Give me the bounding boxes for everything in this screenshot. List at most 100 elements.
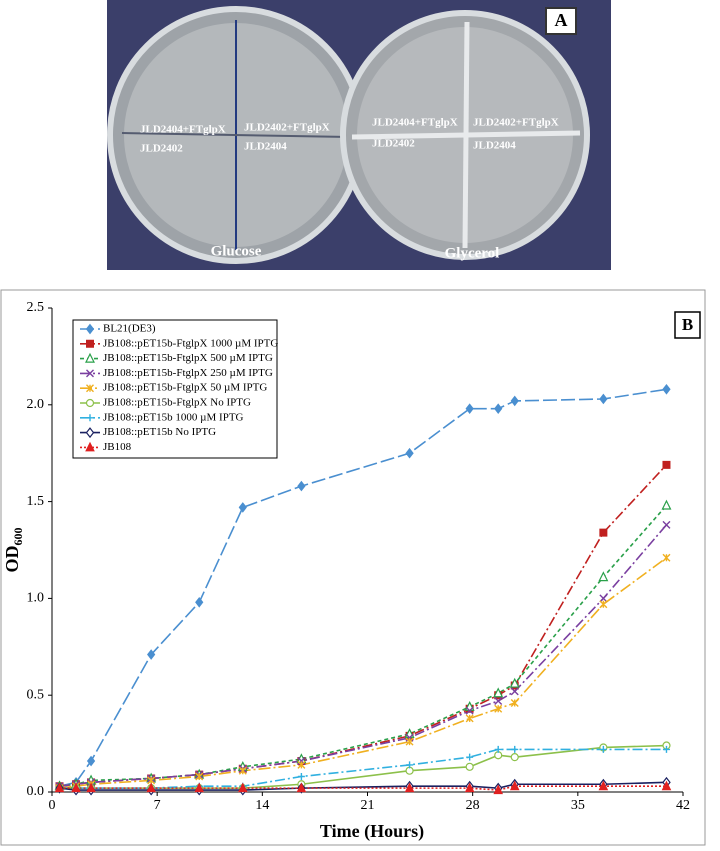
plate-label: JLD2402: [140, 143, 183, 155]
series-line: [59, 504, 668, 787]
legend-label: BL21(DE3): [103, 323, 156, 335]
marker: [599, 594, 608, 603]
marker: [661, 780, 672, 791]
legend-marker: [86, 384, 94, 393]
panel-label-box: [674, 311, 701, 339]
marker: [662, 383, 671, 395]
legend-label: JB108::pET15b-FtglpX 1000 µM IPTG: [103, 337, 278, 349]
marker: [493, 687, 504, 698]
marker: [599, 393, 608, 405]
legend-marker: [85, 352, 95, 363]
marker: [661, 499, 672, 510]
chart-frame: [0, 289, 706, 846]
plate-label: JLD2402+FTglpX: [244, 122, 330, 134]
plate-medium: Glycerol: [445, 245, 500, 261]
y-axis-title-main: OD: [2, 545, 22, 572]
marker: [195, 596, 204, 608]
marker: [494, 745, 502, 753]
marker: [510, 395, 519, 407]
x-tick-label: 35: [571, 798, 585, 813]
legend-marker: [86, 414, 94, 422]
marker: [464, 782, 475, 793]
marker: [147, 649, 156, 660]
marker: [238, 766, 247, 775]
series-line: [59, 464, 668, 787]
marker: [662, 553, 671, 562]
y-axis-title: OD600: [2, 528, 25, 573]
legend-marker: [86, 339, 94, 348]
marker: [662, 745, 670, 753]
plate-label: JLD2404: [244, 141, 287, 153]
marker: [511, 745, 519, 753]
y-tick-label: 2.0: [27, 397, 45, 412]
legend-label: JB108::pET15b-FtglpX No IPTG: [103, 397, 251, 409]
marker: [86, 755, 96, 767]
marker: [195, 772, 204, 781]
plate-divider: [121, 132, 351, 138]
y-tick-label: 0.0: [27, 784, 45, 799]
legend-marker: [85, 398, 95, 408]
y-tick-label: 1.0: [27, 591, 45, 606]
marker: [404, 782, 415, 793]
marker: [296, 782, 307, 793]
marker: [599, 528, 608, 537]
marker: [662, 520, 671, 529]
y-tick-label: 0.5: [27, 687, 45, 702]
marker: [510, 698, 519, 707]
legend-marker: [85, 427, 95, 439]
marker: [405, 447, 414, 459]
marker: [297, 480, 306, 492]
legend-label: JB108::pET15b-FtglpX 50 µM IPTG: [103, 382, 267, 394]
marker: [86, 782, 96, 793]
marker: [494, 697, 503, 706]
marker: [406, 761, 414, 769]
marker: [237, 782, 248, 793]
plate-label: JLD2404: [473, 140, 516, 152]
marker: [493, 784, 504, 795]
marker: [598, 780, 609, 791]
plate-label: JLD2404+FTglpX: [140, 124, 226, 136]
panel-label: B: [682, 315, 693, 334]
marker: [598, 571, 609, 582]
marker: [494, 704, 503, 713]
panel-label-box: [545, 7, 577, 35]
x-tick-label: 7: [154, 798, 161, 813]
marker: [662, 460, 671, 469]
plate-label: JLD2404+FTglpX: [372, 117, 458, 129]
x-tick-label: 14: [255, 798, 269, 813]
photo: A JLD2404+FTglpX JLD2402+FTglpX JLD2402 …: [107, 0, 611, 270]
legend-label: JB108: [103, 441, 132, 453]
legend-label: JB108::pET15b-FtglpX 250 µM IPTG: [103, 367, 273, 379]
marker: [297, 760, 306, 769]
marker: [494, 403, 503, 414]
legend-label: JB108::pET15b-FtglpX 500 µM IPTG: [103, 352, 273, 364]
marker: [599, 600, 608, 609]
marker: [465, 714, 474, 723]
legend-marker: [86, 369, 94, 378]
marker: [194, 782, 205, 793]
marker: [297, 773, 305, 781]
marker: [509, 780, 520, 791]
x-tick-label: 21: [361, 798, 375, 813]
legend-marker: [85, 323, 95, 335]
plate-medium: Glucose: [211, 243, 262, 259]
y-axis-title-sub: 600: [11, 528, 25, 546]
marker: [465, 762, 474, 771]
legend-box: [72, 319, 278, 459]
marker: [465, 706, 474, 715]
x-tick-label: 0: [49, 798, 56, 813]
marker: [599, 745, 607, 753]
y-tick-label: 2.5: [27, 300, 45, 315]
legend-label: JB108::pET15b 1000 µM IPTG: [103, 411, 244, 423]
marker: [71, 782, 81, 793]
x-tick-label: 42: [676, 798, 690, 813]
marker: [465, 403, 474, 414]
x-tick-label: 28: [466, 798, 480, 813]
legend-label: JB108::pET15b No IPTG: [103, 426, 216, 438]
plate-divider: [351, 130, 581, 140]
marker: [466, 753, 474, 761]
marker: [509, 677, 520, 688]
series-line: [59, 557, 667, 789]
